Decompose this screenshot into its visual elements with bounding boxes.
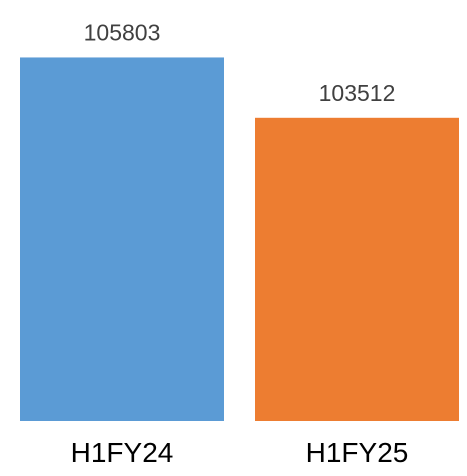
bars-group [20,57,459,421]
category-label-h1fy24: H1FY24 [71,437,174,468]
data-label-h1fy24: 105803 [84,19,161,45]
value-labels-group: 105803 103512 [84,19,396,105]
data-label-h1fy25: 103512 [319,80,396,106]
bar-h1fy24 [20,57,224,421]
category-label-h1fy25: H1FY25 [306,437,409,468]
bar-h1fy25 [255,117,459,421]
category-labels-group: H1FY24 H1FY25 [71,437,409,468]
